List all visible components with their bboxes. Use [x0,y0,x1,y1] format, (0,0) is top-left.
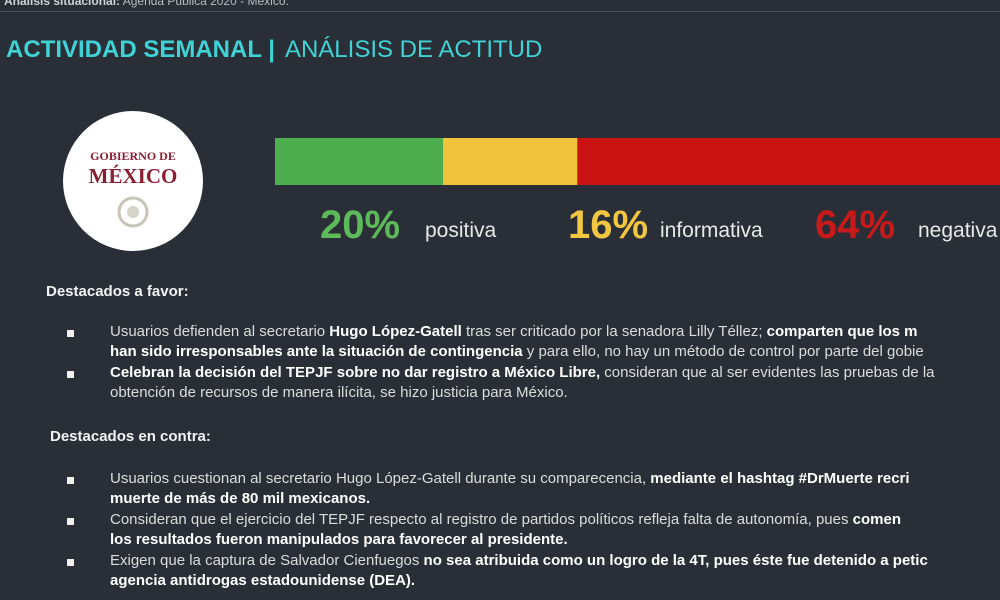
bullet-line: agencia antidrogas estadounidense (DEA). [110,572,415,589]
bold-text: agencia antidrogas estadounidense (DEA). [110,572,416,589]
bullet-line: Celebran la decisión del TEPJF sobre no … [110,364,935,381]
text: Usuarios cuestionan al secretario Hugo L… [110,470,651,487]
sentiment-name: informativa [660,219,763,242]
logo-emblem-center [127,206,139,218]
bullet-line: los resultados fueron manipulados para f… [110,531,568,548]
bullet [67,330,74,337]
sentiment-segment [443,138,578,185]
title-main: ACTIVIDAD SEMANAL | [6,36,275,63]
sentiment-segment [577,138,1000,185]
text: Usuarios defienden al secretario [110,323,330,340]
title: ACTIVIDAD SEMANAL | ANÁLISIS DE ACTITUD [6,36,542,64]
bold-text: mediante el hashtag #DrMuerte recri [650,470,910,487]
sentiment-percent: 64% [815,203,895,247]
text: consideran que al ser evidentes las prue… [600,364,935,381]
bold-text: muerte de más de 80 mil mexicanos. [110,490,371,507]
bullet [67,371,74,378]
sentiment-percent: 16% [568,203,648,247]
bullet-line: Usuarios defienden al secretario Hugo Ló… [110,323,918,340]
text: tras ser criticado por la senadora Lilly… [461,323,767,340]
logo-line1: GOBIERNO DE [90,149,176,163]
text: y para ello, no hay un método de control… [522,343,924,360]
bold-text: comparten que los m [766,323,918,340]
sentiment-name: negativa [918,219,998,242]
logo-line2: MÉXICO [89,164,178,188]
bullet-line: muerte de más de 80 mil mexicanos. [110,490,370,507]
bullet [67,518,74,525]
context-line: Análisis situacional: Agenda Pública 202… [4,0,289,8]
bold-text: comen [852,511,901,528]
sentiment-panel: GOBIERNO DE MÉXICO 20% positiva 16% informa… [63,111,1000,251]
bullet-line: han sido irresponsables ante la situació… [110,343,924,360]
bullet-line: Exigen que la captura de Salvador Cienfu… [110,552,928,569]
sentiment-name: positiva [425,219,497,242]
context-label: Análisis situacional: [4,0,121,8]
logo-emblem [117,196,149,228]
sentiment-segment [275,138,443,185]
text: Consideran que el ejercicio del TEPJF re… [110,511,853,528]
bullet-line: Consideran que el ejercicio del TEPJF re… [110,511,901,528]
text: obtención de recursos de manera ilícita,… [110,384,568,401]
context: Agenda Pública 2020 - México. [122,0,289,8]
bold-text: los resultados fueron manipulados para f… [110,531,568,548]
bold-text: Hugo López-Gatell [329,323,462,340]
text: Exigen que la captura de Salvador Cienfu… [110,552,424,569]
bullet-line: Usuarios cuestionan al secretario Hugo L… [110,470,910,487]
bullet [67,559,74,566]
logo-circle [63,111,203,251]
header-rule [0,11,1000,12]
bullet-line: obtención de recursos de manera ilícita,… [110,384,568,401]
bold-text: no sea atribuida como un logro de la 4T,… [423,552,928,569]
bold-text: han sido irresponsables ante la situació… [110,343,523,360]
bullet [67,477,74,484]
section-heading: Destacados en contra: [50,428,211,445]
bold-text: Celebran la decisión del TEPJF sobre no … [110,364,601,381]
title-sub: ANÁLISIS DE ACTITUD [284,36,543,63]
sentiment-percent: 20% [320,203,400,247]
section-heading: Destacados a favor: [46,283,189,300]
